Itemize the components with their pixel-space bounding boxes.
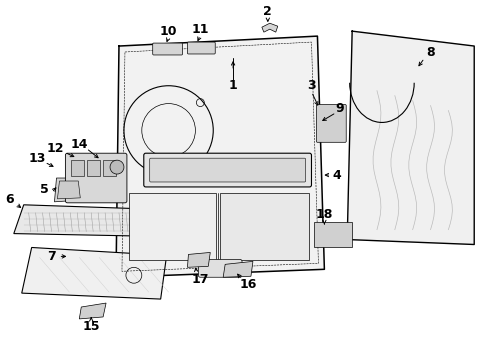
FancyBboxPatch shape (317, 105, 346, 142)
Text: 17: 17 (192, 273, 209, 286)
Bar (103, 160, 116, 176)
Polygon shape (223, 261, 253, 277)
Polygon shape (188, 252, 210, 267)
FancyBboxPatch shape (188, 42, 215, 54)
Text: 9: 9 (335, 102, 343, 115)
Text: 5: 5 (40, 184, 49, 197)
Polygon shape (22, 247, 167, 299)
Text: 8: 8 (426, 46, 435, 59)
Text: 10: 10 (160, 24, 177, 38)
Text: 6: 6 (5, 193, 14, 206)
Text: 2: 2 (264, 5, 272, 18)
Text: 15: 15 (82, 320, 100, 333)
Polygon shape (79, 303, 106, 319)
FancyBboxPatch shape (65, 153, 127, 203)
FancyBboxPatch shape (144, 153, 312, 187)
Polygon shape (54, 178, 83, 202)
Text: 3: 3 (307, 79, 316, 92)
Text: 4: 4 (333, 168, 342, 181)
Polygon shape (116, 36, 324, 277)
FancyBboxPatch shape (198, 260, 242, 277)
Text: 11: 11 (192, 23, 209, 36)
Text: 1: 1 (229, 79, 238, 92)
FancyBboxPatch shape (150, 158, 306, 182)
Polygon shape (262, 23, 278, 32)
Text: 12: 12 (47, 142, 64, 155)
Polygon shape (347, 31, 474, 244)
Bar (87, 160, 100, 176)
Polygon shape (14, 205, 171, 237)
FancyBboxPatch shape (153, 43, 182, 55)
Circle shape (110, 160, 124, 174)
Text: 14: 14 (71, 138, 88, 151)
Text: 7: 7 (47, 250, 56, 263)
Bar (220, 193, 310, 260)
Polygon shape (57, 181, 80, 199)
Bar (315, 222, 352, 247)
Text: 13: 13 (29, 152, 46, 165)
Text: 16: 16 (239, 278, 257, 291)
Bar (129, 193, 216, 260)
Text: 18: 18 (316, 208, 333, 221)
Bar (72, 160, 84, 176)
